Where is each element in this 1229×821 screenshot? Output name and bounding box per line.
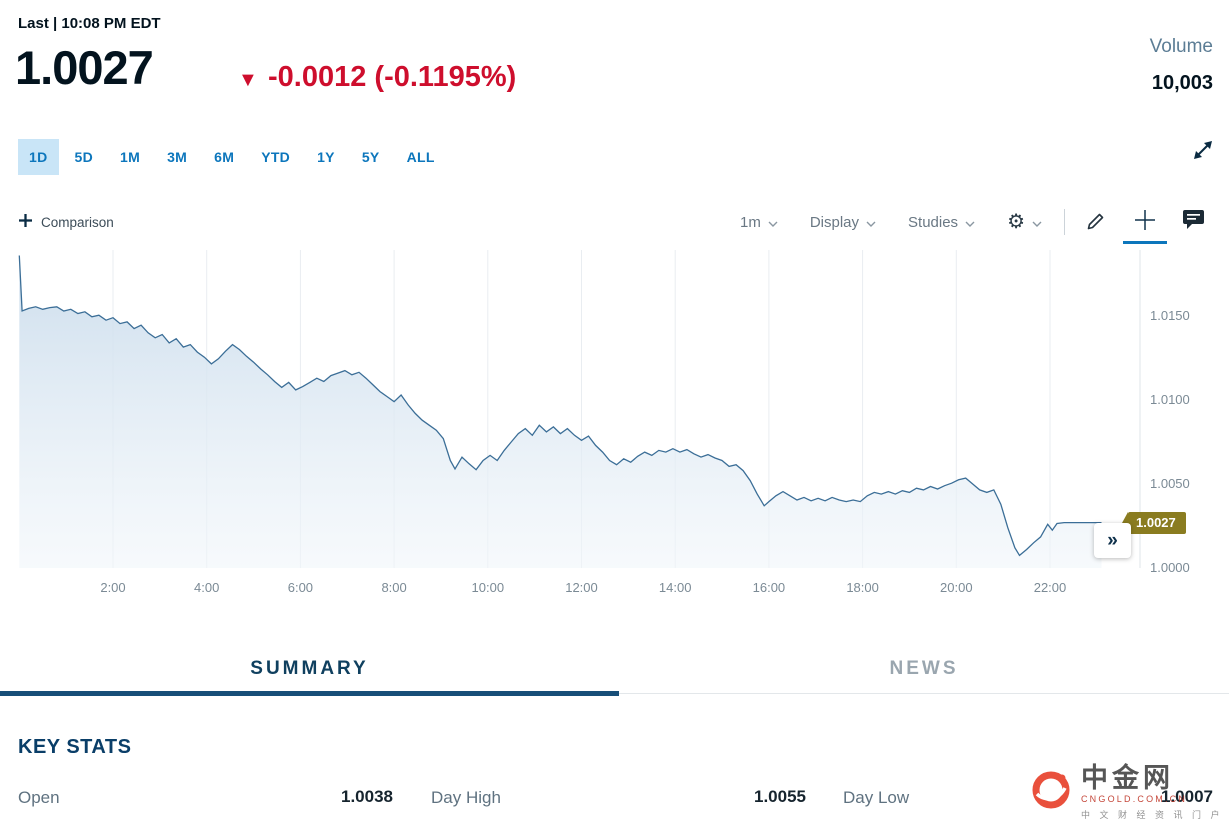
last-timestamp: Last | 10:08 PM EDT bbox=[18, 15, 161, 32]
range-tab-6m[interactable]: 6M bbox=[214, 149, 235, 165]
collapse-panel-button[interactable]: » bbox=[1094, 523, 1131, 558]
volume-label: Volume bbox=[1149, 36, 1213, 57]
price-change: -0.0012 (-0.1195%) bbox=[268, 61, 517, 93]
volume-value: 10,003 bbox=[1151, 72, 1213, 94]
stat-day-low-label: Day Low bbox=[843, 788, 910, 807]
key-stats-title: KEY STATS bbox=[18, 736, 132, 758]
chevron-down-icon bbox=[866, 214, 876, 231]
svg-text:1.0050: 1.0050 bbox=[1150, 476, 1190, 491]
tab-summary[interactable]: SUMMARY bbox=[250, 658, 369, 679]
chevron-down-icon bbox=[768, 214, 778, 231]
studies-dropdown[interactable]: Studies bbox=[908, 214, 975, 231]
site-watermark: 中金网 CNGOLD.COM.CN 中 文 财 经 资 讯 门 户 bbox=[1028, 763, 1223, 821]
callout-icon bbox=[1182, 209, 1205, 235]
section-tab-bar: SUMMARY NEWS bbox=[0, 648, 1229, 696]
svg-text:2:00: 2:00 bbox=[100, 580, 125, 595]
stat-open-label: Open bbox=[18, 788, 60, 807]
comparison-label: Comparison bbox=[41, 214, 114, 230]
range-tab-5d[interactable]: 5D bbox=[74, 149, 93, 165]
svg-text:1.0000: 1.0000 bbox=[1150, 560, 1190, 575]
display-label: Display bbox=[809, 213, 860, 231]
crosshair-icon bbox=[1134, 209, 1156, 236]
crosshair-tool-button[interactable] bbox=[1121, 200, 1169, 244]
chart-area-fill bbox=[19, 255, 1102, 568]
chart-settings-dropdown[interactable]: ⚙ bbox=[1007, 212, 1042, 232]
toolbar-divider bbox=[1064, 209, 1065, 235]
svg-text:4:00: 4:00 bbox=[194, 580, 219, 595]
svg-text:1.0100: 1.0100 bbox=[1150, 392, 1190, 407]
svg-text:14:00: 14:00 bbox=[659, 580, 692, 595]
plus-icon bbox=[18, 213, 33, 231]
svg-text:1.0150: 1.0150 bbox=[1150, 308, 1190, 323]
comparison-button[interactable]: Comparison bbox=[18, 213, 114, 231]
chart-line bbox=[18, 255, 1102, 557]
expand-icon bbox=[1190, 137, 1216, 168]
active-tab-underline bbox=[0, 691, 619, 696]
interval-dropdown[interactable]: 1m bbox=[740, 214, 778, 231]
stat-day-high-value: 1.0055 bbox=[754, 787, 806, 806]
chart-canvas[interactable]: 2:00 4:00 6:00 8:00 10:00 12:00 14:00 16:00 18:0… bbox=[18, 250, 1211, 602]
expand-chart-button[interactable] bbox=[1189, 138, 1217, 166]
svg-text:10:00: 10:00 bbox=[472, 580, 505, 595]
stat-day-low-value: 1.0007 bbox=[1161, 787, 1213, 806]
range-tab-ytd[interactable]: YTD bbox=[261, 149, 291, 165]
range-tab-5y[interactable]: 5Y bbox=[361, 149, 380, 165]
gear-icon: ⚙ bbox=[1007, 211, 1025, 233]
range-tab-1y[interactable]: 1Y bbox=[317, 149, 335, 165]
chevron-down-icon bbox=[965, 214, 975, 231]
toolbar-right-group: 1m Display Studies ⚙ bbox=[740, 200, 1217, 244]
last-price-badge: 1.0027 bbox=[1128, 512, 1186, 534]
range-tab-1m[interactable]: 1M bbox=[120, 149, 141, 165]
y-axis-labels: 1.0150 1.0100 1.0050 1.0000 bbox=[1150, 308, 1190, 575]
range-tab-bar: 1D 5D 1M 3M 6M YTD 1Y 5Y ALL bbox=[18, 139, 446, 175]
last-price: 1.0027 bbox=[15, 41, 154, 94]
range-tab-3m[interactable]: 3M bbox=[167, 149, 188, 165]
tab-news[interactable]: NEWS bbox=[889, 658, 959, 679]
range-tab-all[interactable]: ALL bbox=[406, 149, 435, 165]
watermark-domain: CNGOLD.COM.CN bbox=[1080, 794, 1188, 804]
interval-value: 1m bbox=[739, 213, 761, 231]
svg-text:20:00: 20:00 bbox=[940, 580, 973, 595]
down-arrow-icon: ▼ bbox=[238, 69, 258, 91]
svg-text:16:00: 16:00 bbox=[753, 580, 786, 595]
pencil-icon bbox=[1086, 209, 1108, 236]
watermark-name: 中金网 bbox=[1080, 763, 1174, 793]
svg-text:12:00: 12:00 bbox=[565, 580, 598, 595]
svg-text:6:00: 6:00 bbox=[288, 580, 313, 595]
x-axis-labels: 2:00 4:00 6:00 8:00 10:00 12:00 14:00 16:00 18:0… bbox=[100, 580, 1066, 595]
chart-toolbar: Comparison 1m Display Studies ⚙ bbox=[18, 200, 1217, 244]
stat-open-value: 1.0038 bbox=[341, 787, 393, 806]
cngold-logo-icon bbox=[1028, 767, 1074, 818]
price-chart[interactable]: 2:00 4:00 6:00 8:00 10:00 12:00 14:00 16:00 18:0… bbox=[18, 250, 1211, 602]
chevron-down-icon bbox=[1032, 214, 1042, 231]
studies-label: Studies bbox=[908, 213, 959, 231]
display-dropdown[interactable]: Display bbox=[810, 214, 876, 231]
svg-text:18:00: 18:00 bbox=[846, 580, 879, 595]
watermark-tagline: 中 文 财 经 资 讯 门 户 bbox=[1080, 810, 1223, 820]
svg-text:8:00: 8:00 bbox=[381, 580, 406, 595]
range-tab-1d[interactable]: 1D bbox=[18, 139, 59, 175]
stat-day-high-label: Day High bbox=[431, 788, 501, 807]
svg-text:22:00: 22:00 bbox=[1034, 580, 1067, 595]
annotation-tool-button[interactable] bbox=[1169, 200, 1217, 244]
watermark-text: 中金网 CNGOLD.COM.CN 中 文 财 经 资 讯 门 户 bbox=[1081, 763, 1223, 821]
draw-tool-button[interactable] bbox=[1073, 200, 1121, 244]
